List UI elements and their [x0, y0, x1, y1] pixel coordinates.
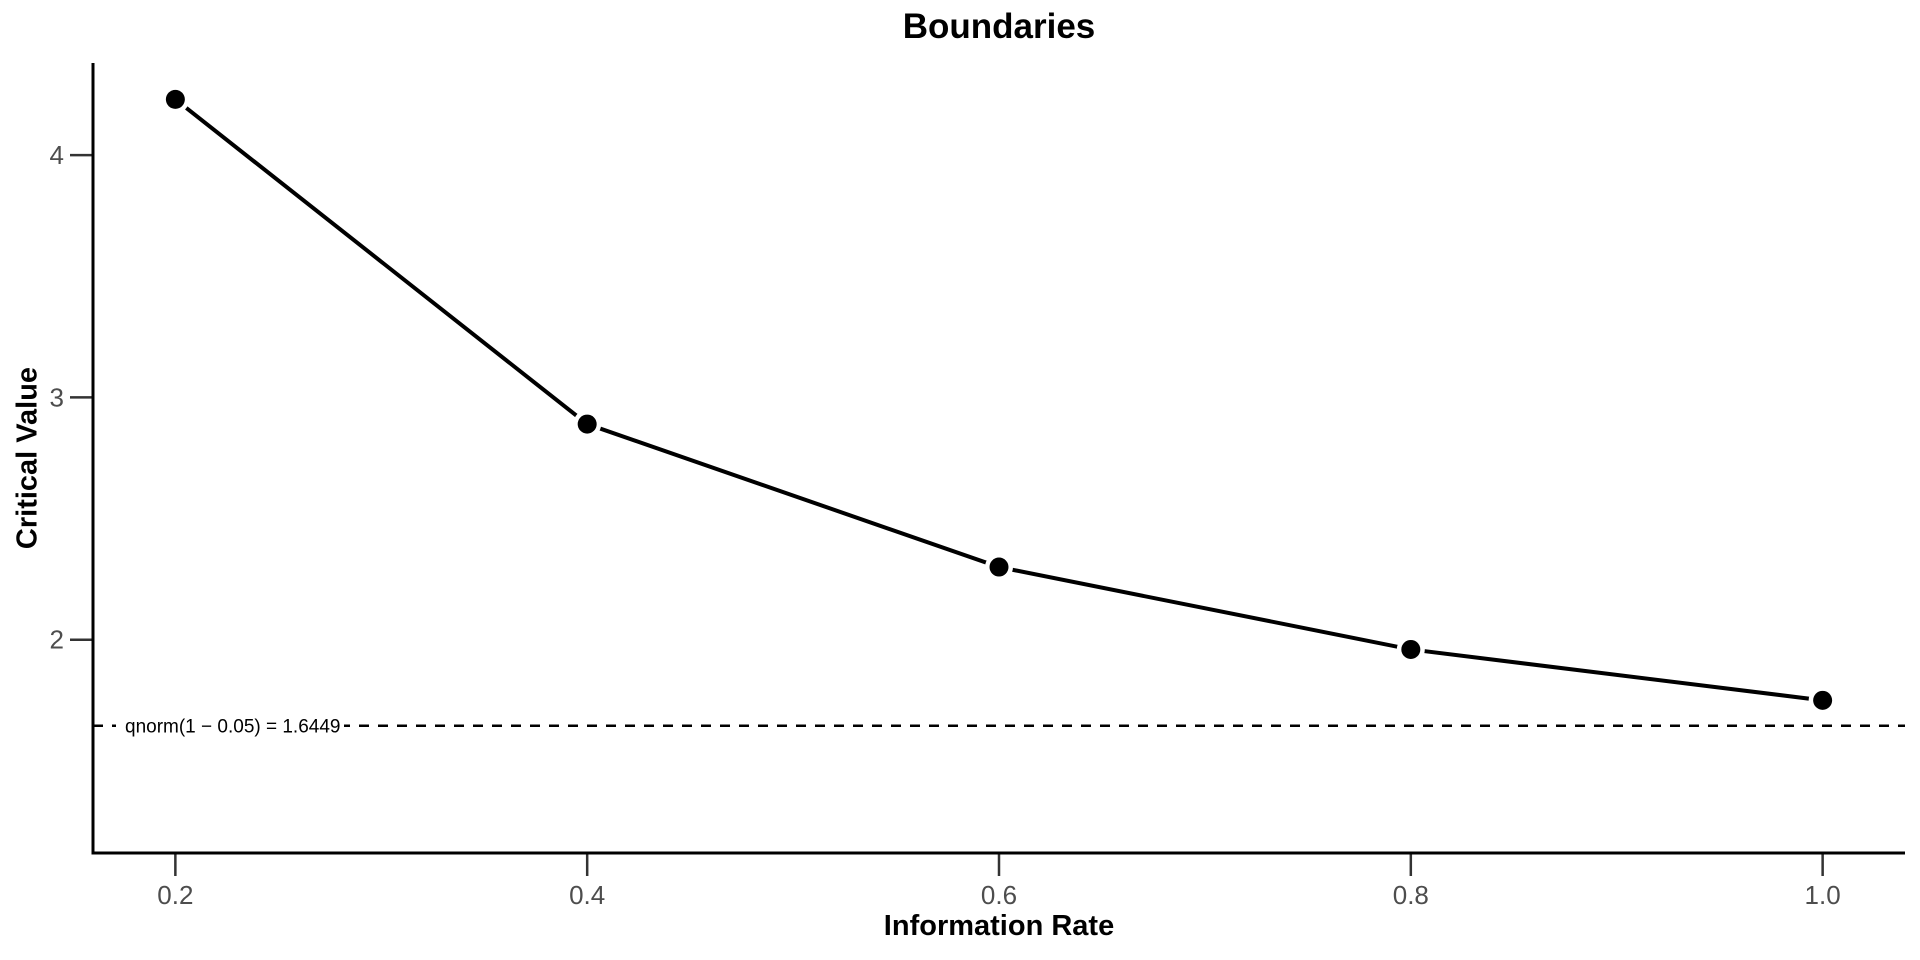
reference-label: qnorm(1 − 0.05) = 1.6449: [125, 716, 340, 737]
data-point: [577, 414, 597, 434]
x-tick-label: 0.6: [981, 880, 1017, 910]
data-point: [165, 89, 185, 109]
y-tick-label: 3: [50, 382, 64, 412]
y-tick-label: 2: [50, 625, 64, 655]
x-tick-label: 1.0: [1805, 880, 1841, 910]
y-tick-label: 4: [50, 140, 64, 170]
x-tick-label: 0.2: [157, 880, 193, 910]
x-tick-label: 0.4: [569, 880, 605, 910]
x-tick-label: 0.8: [1393, 880, 1429, 910]
x-axis-title: Information Rate: [883, 910, 1115, 942]
data-point: [1401, 639, 1421, 659]
reference-label-bg: [116, 712, 344, 739]
boundary-line: [174, 97, 1823, 703]
chart-title: Boundaries: [902, 7, 1096, 46]
data-point: [989, 557, 1009, 577]
data-point: [1813, 690, 1833, 710]
